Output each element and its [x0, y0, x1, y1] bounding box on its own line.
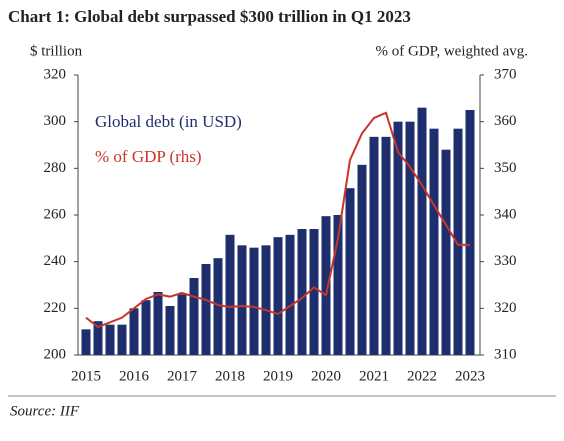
x-tick-label: 2017 — [167, 368, 198, 384]
bar — [81, 329, 91, 355]
source: Source: IIF — [10, 403, 80, 419]
bar — [153, 292, 163, 355]
y-tick-label: 320 — [44, 66, 67, 82]
bar — [465, 110, 475, 355]
y2-tick-label: 310 — [494, 346, 517, 362]
y2-tick-label: 330 — [494, 253, 517, 269]
bar — [117, 324, 127, 355]
bar — [297, 229, 307, 355]
bar — [237, 245, 247, 355]
bar — [177, 294, 187, 355]
y2-tick-label: 360 — [494, 113, 517, 129]
x-tick-label: 2023 — [455, 368, 485, 384]
bar — [381, 136, 391, 355]
y-tick-label: 220 — [44, 300, 67, 316]
x-tick-label: 2019 — [263, 368, 293, 384]
x-tick-label: 2022 — [407, 368, 437, 384]
y-tick-label: 280 — [44, 160, 67, 176]
bar — [441, 149, 451, 355]
bar — [105, 324, 115, 355]
bar — [417, 107, 427, 356]
x-tick-label: 2018 — [215, 368, 245, 384]
bar — [333, 215, 343, 355]
bar — [453, 128, 463, 355]
bar — [357, 164, 367, 355]
y-axis-label: $ trillion — [30, 43, 83, 59]
y2-tick-label: 320 — [494, 300, 517, 316]
y-tick-label: 240 — [44, 253, 67, 269]
bar — [261, 245, 271, 355]
line — [85, 111, 470, 329]
y-tick-label: 200 — [44, 346, 67, 362]
bar — [429, 128, 439, 355]
legend-label: % of GDP (rhs) — [95, 147, 202, 166]
bar — [129, 308, 139, 355]
x-tick-label: 2021 — [359, 368, 389, 384]
bar — [201, 264, 211, 355]
y-tick-label: 300 — [44, 113, 67, 129]
bar — [393, 121, 403, 356]
bar — [93, 321, 103, 355]
chart-title: Chart 1: Global debt surpassed $300 tril… — [8, 7, 411, 26]
bar — [189, 278, 199, 355]
bar — [345, 188, 355, 355]
x-tick-label: 2020 — [311, 368, 341, 384]
y2-axis-label: % of GDP, weighted avg. — [376, 43, 528, 59]
bar — [141, 300, 151, 355]
bar — [225, 234, 235, 355]
bar — [165, 306, 175, 355]
bar — [249, 247, 259, 355]
bar — [405, 121, 415, 356]
y2-tick-label: 350 — [494, 160, 517, 176]
bar — [309, 229, 319, 355]
y2-tick-label: 370 — [494, 66, 517, 82]
bar — [285, 234, 295, 355]
y2-tick-label: 340 — [494, 206, 517, 222]
bar — [369, 136, 379, 355]
x-tick-label: 2016 — [119, 368, 150, 384]
legend-label: Global debt (in USD) — [95, 112, 242, 131]
bar — [213, 258, 223, 355]
x-tick-label: 2015 — [71, 368, 101, 384]
bar — [273, 237, 283, 355]
bar — [321, 216, 331, 355]
y-tick-label: 260 — [44, 206, 67, 222]
